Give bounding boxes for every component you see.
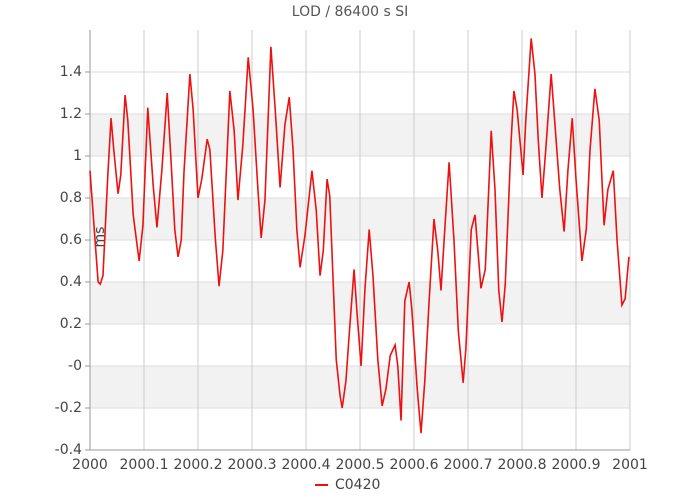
x-tick-label: 2000.2 bbox=[174, 457, 223, 473]
y-tick-label: -0.2 bbox=[55, 400, 82, 416]
x-tick-label: 2001 bbox=[612, 457, 648, 473]
y-tick-label: 1.2 bbox=[60, 106, 82, 122]
y-tick-label: 1 bbox=[73, 148, 82, 164]
x-tick-label: 2000.5 bbox=[336, 457, 385, 473]
legend-label: C0420 bbox=[335, 477, 380, 493]
chart-title: LOD / 86400 s SI bbox=[292, 4, 408, 20]
y-tick-label: 0.4 bbox=[60, 274, 82, 290]
x-tick-label: 2000.7 bbox=[444, 457, 493, 473]
y-tick-label: 0.8 bbox=[60, 190, 82, 206]
y-tick-label: -0.4 bbox=[55, 442, 82, 458]
x-tick-label: 2000.6 bbox=[390, 457, 439, 473]
x-tick-label: 2000.3 bbox=[228, 457, 277, 473]
y-tick-label: 0.6 bbox=[60, 232, 82, 248]
x-tick-label: 2000.8 bbox=[498, 457, 547, 473]
data-line bbox=[89, 38, 630, 434]
y-tick-label: 1.4 bbox=[60, 64, 82, 80]
x-tick-label: 2000.9 bbox=[552, 457, 601, 473]
y-tick-label: -0 bbox=[68, 358, 82, 374]
x-tick-label: 2000 bbox=[72, 457, 108, 473]
x-tick-label: 2000.4 bbox=[282, 457, 331, 473]
y-tick-label: 0.2 bbox=[60, 316, 82, 332]
x-tick-label: 2000.1 bbox=[120, 457, 169, 473]
